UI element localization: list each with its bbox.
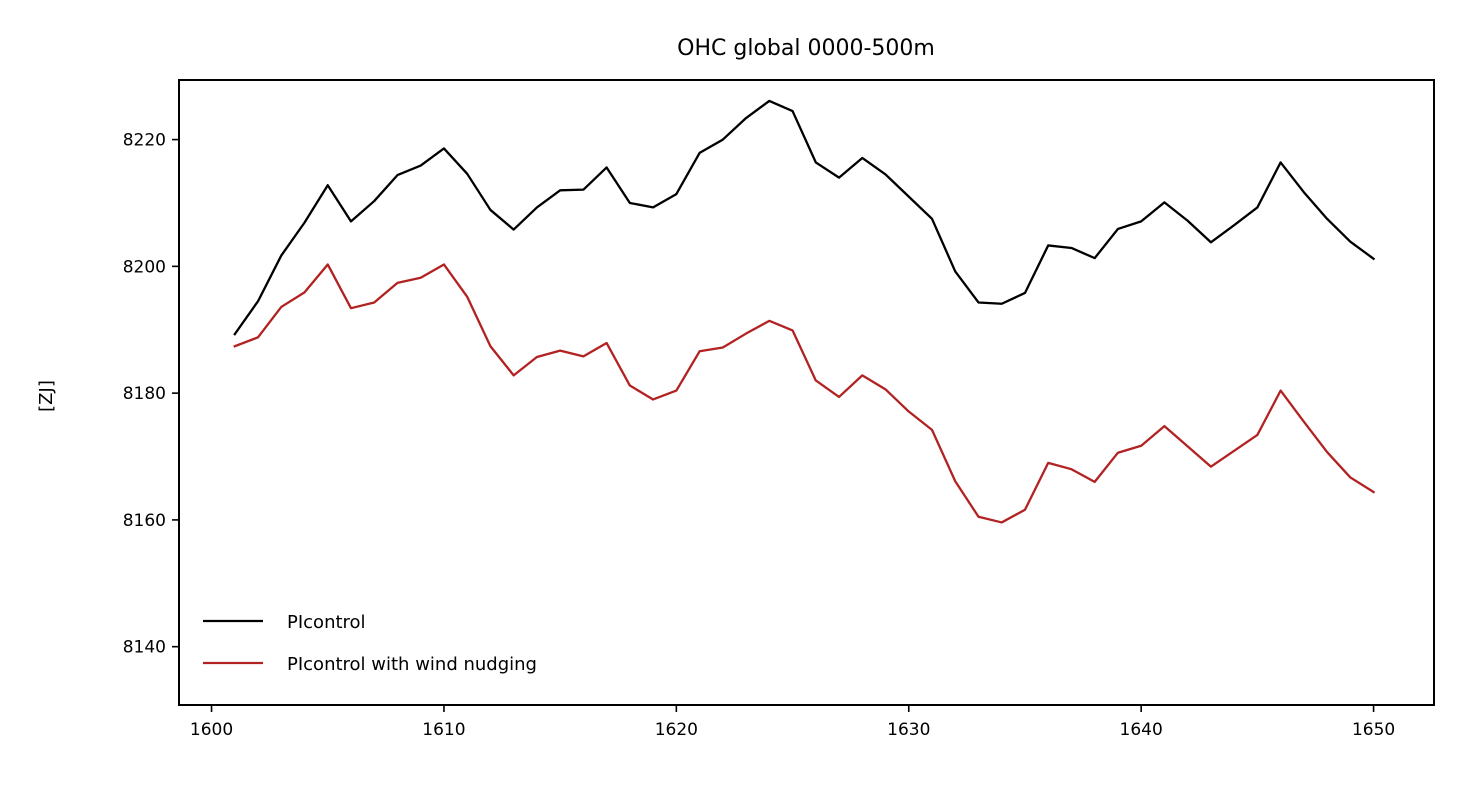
x-tick-label: 1610 [422,720,465,740]
plot-frame [178,79,1435,706]
y-tick-label: 8200 [123,257,166,277]
y-tick-label: 8140 [123,638,166,658]
x-tick-label: 1620 [655,720,698,740]
y-axis-label: [ZJ] [36,380,57,412]
x-tick-label: 1600 [190,720,233,740]
y-tick-label: 8160 [123,511,166,531]
series-line-picontrol-wind-nudging [233,263,1376,524]
x-tick-label: 1630 [887,720,930,740]
chart-title: OHC global 0000-500m [677,36,935,61]
legend: PIcontrol PIcontrol with wind nudging [203,612,537,675]
series-line-picontrol [233,99,1376,336]
y-tick-label: 8180 [123,384,166,404]
x-tick-label: 1650 [1352,720,1395,740]
x-tick-label: 1640 [1120,720,1163,740]
legend-label: PIcontrol [287,612,366,633]
y-tick-label: 8220 [123,131,166,151]
legend-label: PIcontrol with wind nudging [287,654,537,675]
series-lines [233,99,1376,524]
axis-ticks: 1600 1610 1620 1630 1640 1650 8140 8160 8180 8200… [123,131,1395,740]
